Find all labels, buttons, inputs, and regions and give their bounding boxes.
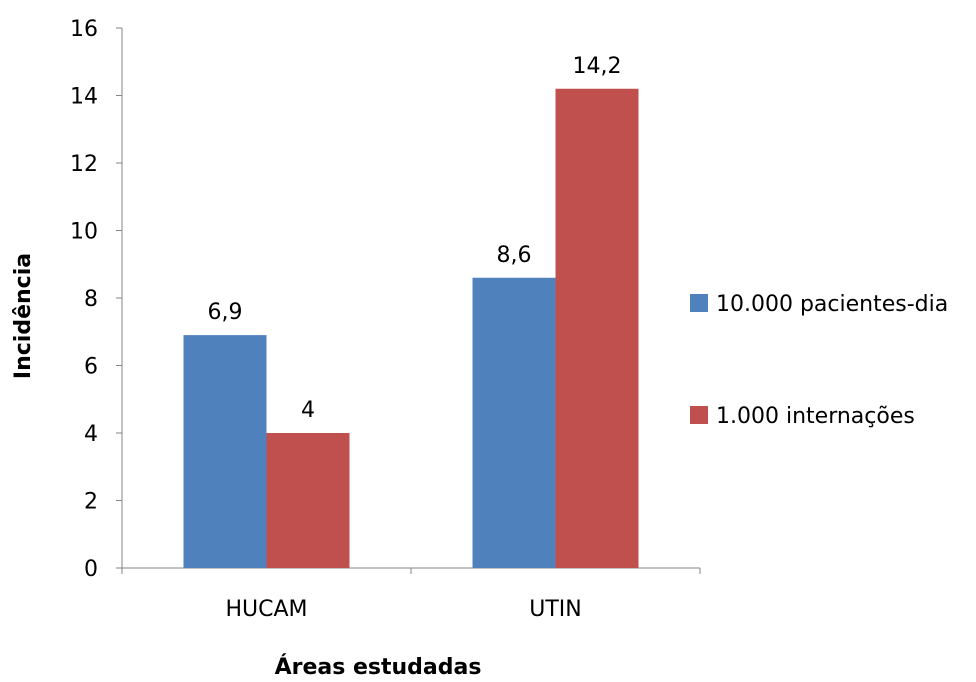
- y-tick-label: 10: [70, 220, 98, 245]
- y-tick-label: 16: [70, 17, 98, 42]
- data-label: 4: [301, 398, 315, 423]
- y-tick-label: 6: [84, 355, 98, 380]
- y-tick-label: 0: [84, 557, 98, 582]
- y-tick-label: 4: [84, 422, 98, 447]
- x-category-label: HUCAM: [225, 597, 307, 622]
- legend-label: 1.000 internações: [716, 404, 915, 429]
- bar: [555, 88, 639, 568]
- bar: [266, 433, 350, 568]
- y-tick-label: 14: [70, 85, 98, 110]
- y-tick-label: 12: [70, 152, 98, 177]
- x-axis-title: Áreas estudadas: [275, 654, 482, 677]
- data-label: 8,6: [497, 243, 532, 268]
- y-tick-label: 2: [84, 490, 98, 515]
- data-label: 14,2: [573, 54, 622, 79]
- data-labels: 6,9 4 8,6 14,2: [208, 54, 622, 423]
- bar: [183, 335, 267, 568]
- data-label: 6,9: [208, 300, 243, 325]
- legend-swatch: [690, 406, 708, 424]
- y-axis-title: Incidência: [11, 253, 36, 379]
- axes: 0 2 4 6 8 10 12 14 16 HUCAM UTIN: [70, 17, 701, 622]
- legend: 10.000 pacientes-dia 1.000 internações: [690, 292, 948, 429]
- y-tick-label: 8: [84, 287, 98, 312]
- bar: [472, 277, 556, 568]
- legend-swatch: [690, 294, 708, 312]
- x-category-label: UTIN: [529, 597, 582, 622]
- bars: [183, 88, 639, 568]
- legend-label: 10.000 pacientes-dia: [716, 292, 948, 317]
